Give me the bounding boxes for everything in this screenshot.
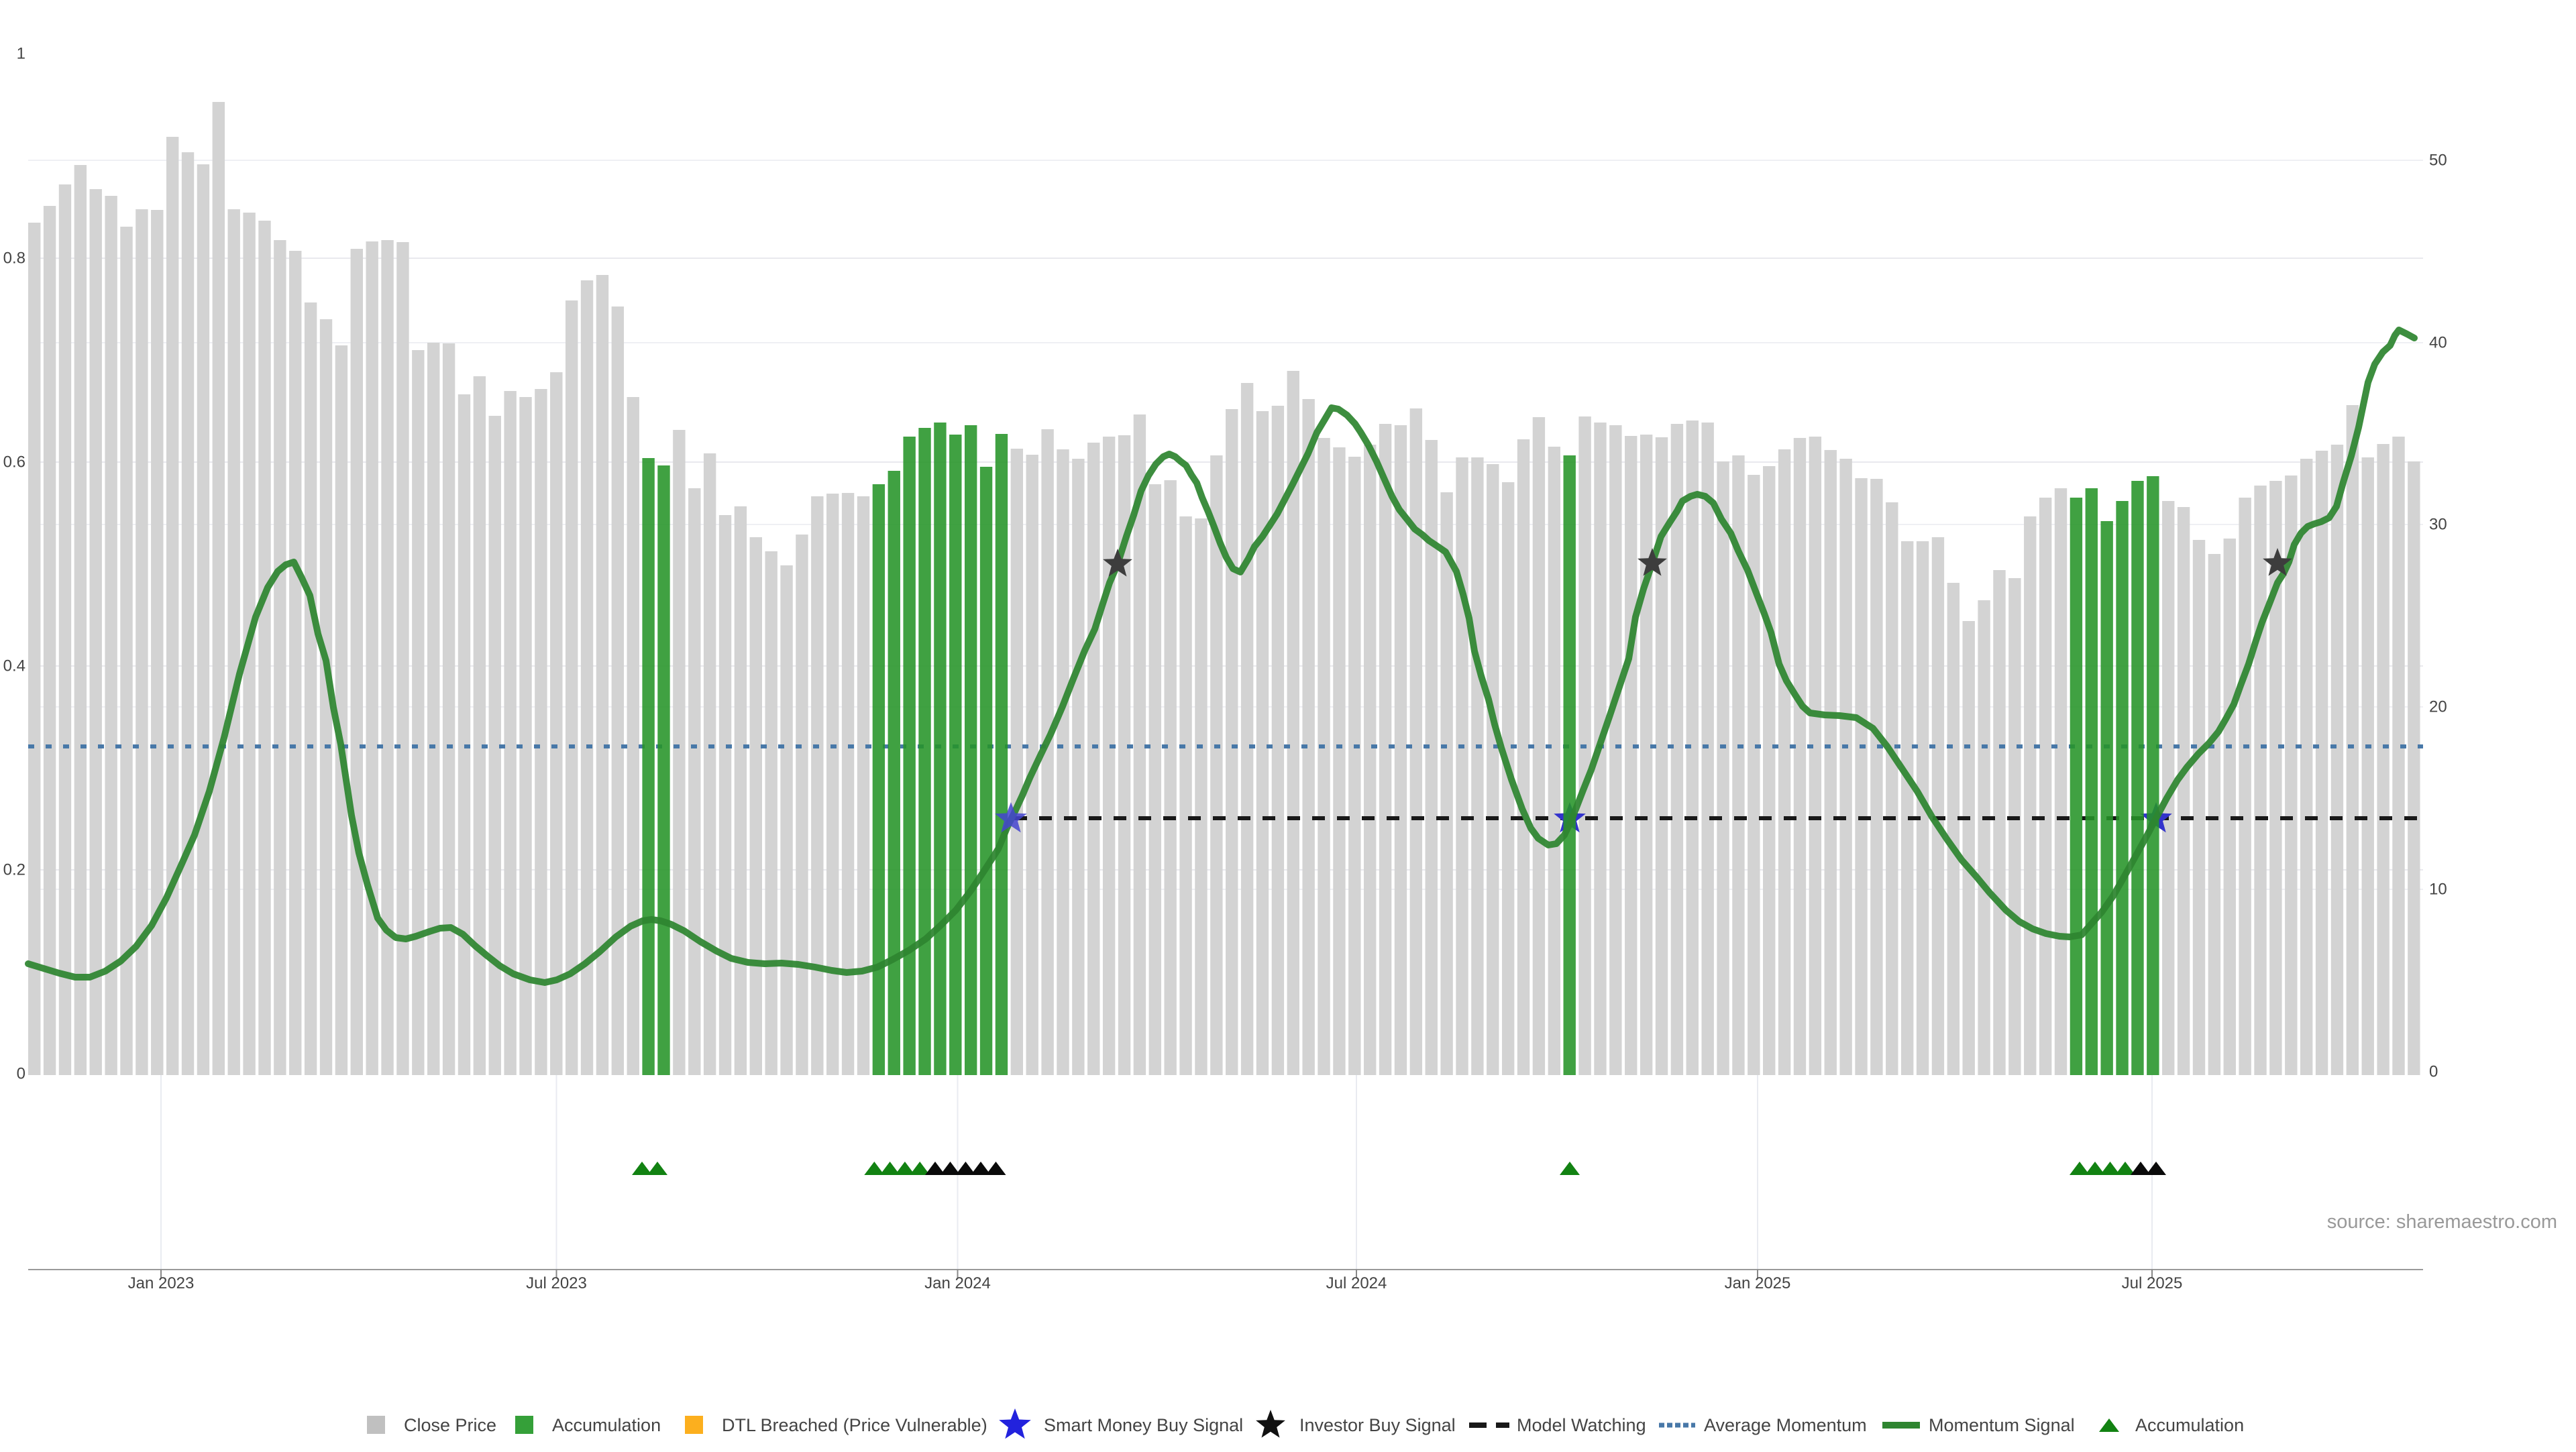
svg-text:DTL Breached (Price Vulnerable: DTL Breached (Price Vulnerable) [722,1415,987,1435]
svg-text:Close Price: Close Price [404,1415,496,1435]
svg-text:1: 1 [17,45,25,63]
svg-text:40: 40 [2429,334,2447,352]
svg-text:0: 0 [17,1065,25,1083]
svg-text:30: 30 [2429,516,2447,534]
svg-text:0.6: 0.6 [3,453,25,471]
svg-text:Jul 2025: Jul 2025 [2122,1274,2183,1292]
svg-text:Jul 2024: Jul 2024 [1326,1274,1387,1292]
svg-text:Jan 2025: Jan 2025 [1725,1274,1791,1292]
svg-text:Average Momentum: Average Momentum [1704,1415,1867,1435]
svg-text:0.8: 0.8 [3,249,25,268]
svg-text:Jan 2024: Jan 2024 [924,1274,991,1292]
svg-text:Accumulation: Accumulation [552,1415,661,1435]
svg-text:Smart Money Buy Signal: Smart Money Buy Signal [1044,1415,1243,1435]
svg-text:0: 0 [2429,1063,2438,1081]
svg-text:Jul 2023: Jul 2023 [526,1274,587,1292]
svg-text:50: 50 [2429,152,2447,170]
svg-text:Momentum Signal: Momentum Signal [1929,1415,2075,1435]
svg-text:source: sharemaestro.com: source: sharemaestro.com [2327,1211,2557,1233]
svg-text:0.2: 0.2 [3,861,25,879]
svg-text:Investor Buy Signal: Investor Buy Signal [1299,1415,1456,1435]
svg-text:Jan 2023: Jan 2023 [128,1274,195,1292]
svg-text:20: 20 [2429,698,2447,716]
svg-text:Model Watching: Model Watching [1517,1415,1646,1435]
svg-text:10: 10 [2429,881,2447,899]
svg-text:Accumulation: Accumulation [2135,1415,2244,1435]
svg-text:0.4: 0.4 [3,657,25,675]
